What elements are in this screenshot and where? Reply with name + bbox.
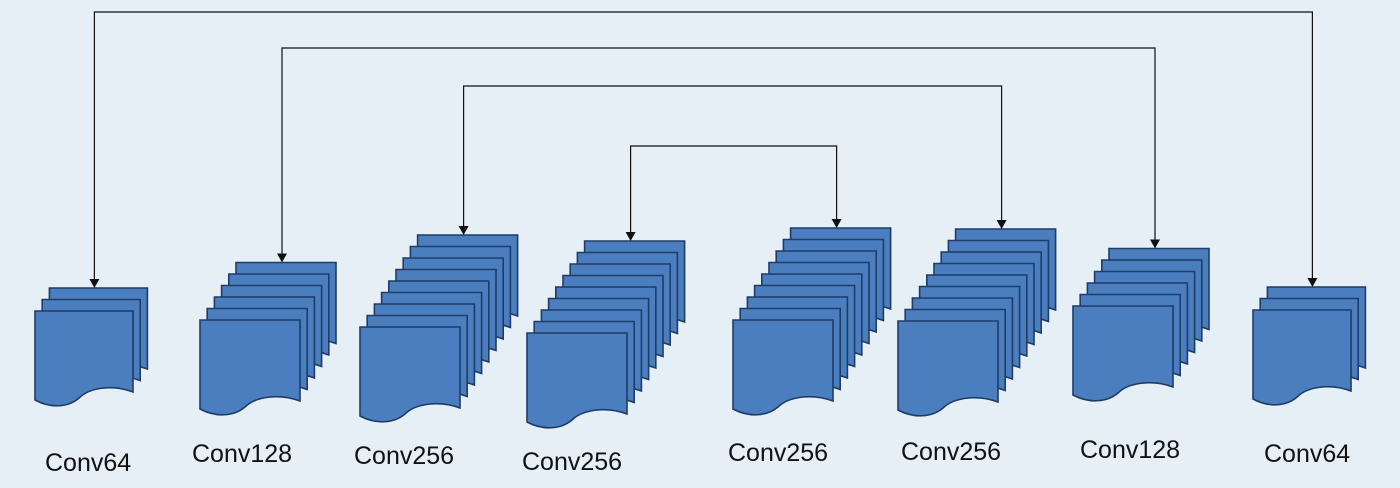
feature-map-sheet	[359, 326, 461, 423]
feature-map-sheet	[34, 310, 134, 407]
conv-block-0	[34, 287, 149, 407]
skip-connection-3	[625, 145, 842, 241]
arrowhead	[831, 219, 842, 228]
arrowhead	[458, 226, 469, 235]
feature-map-sheet	[897, 320, 999, 417]
arrowhead	[1307, 278, 1318, 287]
feature-map-sheet	[1072, 305, 1174, 402]
block-label-conv256-1: Conv256	[354, 442, 455, 470]
block-label-conv64-left: Conv64	[45, 449, 132, 477]
conv-block-2	[359, 234, 519, 423]
skip-connection-line	[93, 11, 1314, 280]
conv-block-6	[1072, 247, 1210, 402]
feature-map-sheet	[1252, 309, 1352, 406]
arrowhead	[625, 232, 636, 241]
feature-map-sheet	[732, 319, 834, 416]
skip-connection-line	[281, 47, 1156, 255]
conv-block-3	[526, 240, 686, 429]
conv-block-4	[732, 227, 892, 416]
block-label-conv256-2: Conv256	[522, 448, 623, 476]
skip-connection-line	[463, 85, 1003, 227]
feature-map-sheet	[526, 332, 628, 429]
arrowhead	[996, 220, 1007, 229]
skip-connection-0	[89, 11, 1318, 288]
conv-block-5	[897, 228, 1057, 417]
block-label-conv256-3: Conv256	[728, 439, 829, 467]
skip-connection-line	[629, 145, 838, 233]
conv-block-7	[1252, 286, 1367, 406]
skip-connection-2	[458, 85, 1007, 235]
block-label-conv128-left: Conv128	[192, 440, 293, 468]
block-label-conv64-right: Conv64	[1264, 440, 1351, 468]
arrowhead	[277, 253, 287, 263]
block-label-conv256-4: Conv256	[901, 438, 1002, 466]
feature-map-sheet	[199, 319, 301, 416]
arrowhead	[89, 279, 100, 288]
arrowhead	[1150, 239, 1160, 249]
skip-connection-1	[277, 47, 1160, 263]
conv-block-1	[199, 261, 337, 416]
block-label-conv128-right: Conv128	[1080, 436, 1181, 464]
